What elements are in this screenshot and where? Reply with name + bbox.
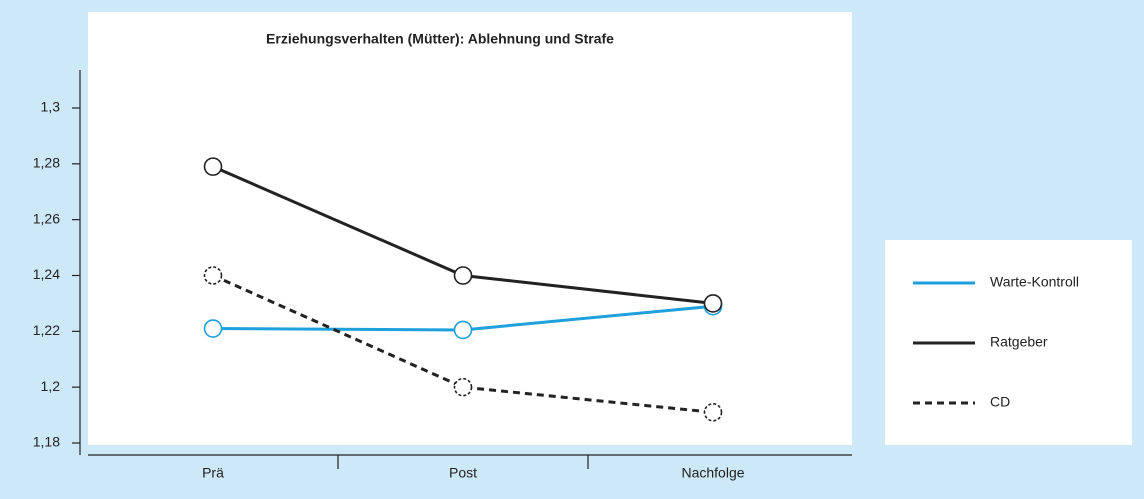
data-point: [203, 157, 223, 176]
y-tick-label: 1,3: [41, 99, 61, 115]
plot-area: [88, 12, 852, 445]
x-tick-label: Nachfolge: [681, 465, 744, 481]
data-point: [203, 319, 223, 338]
data-point: [453, 377, 473, 397]
y-tick-label: 1,18: [33, 434, 60, 450]
y-tick-label: 1,24: [33, 266, 60, 282]
y-tick-label: 1,22: [33, 322, 60, 338]
data-point: [703, 402, 723, 422]
x-tick-label: Prä: [202, 465, 224, 481]
legend-label: Ratgeber: [990, 334, 1048, 350]
y-tick-label: 1,28: [33, 155, 60, 171]
y-tick-label: 1,2: [41, 378, 61, 394]
data-point: [453, 266, 473, 285]
y-tick-label: 1,26: [33, 210, 60, 226]
data-point: [703, 294, 723, 313]
data-point: [203, 266, 223, 285]
legend-label: CD: [990, 394, 1010, 410]
chart-title: Erziehungsverhalten (Mütter): Ablehnung …: [266, 31, 614, 47]
legend-label: Warte-Kontroll: [990, 274, 1079, 290]
x-tick-label: Post: [449, 465, 477, 481]
data-point: [453, 320, 473, 340]
